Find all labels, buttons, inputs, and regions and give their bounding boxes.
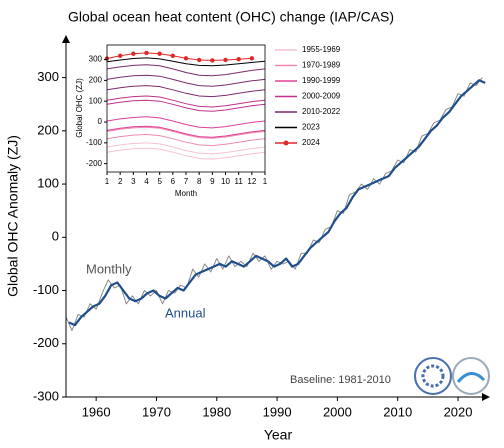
legend-label: 1970-1989 bbox=[302, 61, 341, 70]
inset-y-tick-label: 300 bbox=[89, 55, 103, 64]
legend-label: 1955-1969 bbox=[302, 45, 341, 54]
x-axis-label: Year bbox=[264, 427, 293, 443]
inset-x-tick-label: 7 bbox=[184, 177, 189, 186]
legend-label: 2010-2022 bbox=[302, 107, 341, 116]
x-tick-label: 2010 bbox=[383, 404, 412, 419]
inset-x-tick-label: 1 bbox=[263, 177, 268, 186]
y-tick-label: 300 bbox=[37, 69, 59, 84]
x-tick-label: 2000 bbox=[323, 404, 352, 419]
legend-marker bbox=[283, 140, 289, 146]
inset-x-tick-label: 3 bbox=[131, 177, 136, 186]
inset-line bbox=[106, 116, 266, 129]
inset-y-tick-label: -200 bbox=[86, 159, 103, 168]
y-axis-label: Global OHC Anomaly (ZJ) bbox=[5, 135, 21, 297]
inset-line bbox=[106, 133, 266, 147]
y-tick-label: 200 bbox=[37, 122, 59, 137]
inset-marker bbox=[183, 56, 189, 61]
inset-y-tick-label: 200 bbox=[89, 76, 103, 85]
inset-line bbox=[106, 99, 266, 112]
y-tick-label: -200 bbox=[33, 335, 59, 350]
inset-marker bbox=[170, 53, 176, 59]
inset-marker bbox=[144, 50, 149, 56]
inset-x-tick-label: 6 bbox=[171, 177, 176, 186]
annotation: Annual bbox=[165, 305, 206, 320]
inset-x-tick-label: 2 bbox=[118, 177, 123, 186]
inset-line bbox=[106, 142, 266, 155]
annotation: Monthly bbox=[86, 261, 132, 276]
inset-y-tick-label: -100 bbox=[86, 138, 103, 147]
legend-label: 2000-2009 bbox=[302, 92, 341, 101]
inset-x-label: Month bbox=[175, 189, 197, 198]
x-tick-label: 1970 bbox=[142, 404, 171, 419]
inset-line bbox=[106, 74, 266, 87]
data-line bbox=[68, 79, 486, 327]
inset-x-tick-label: 5 bbox=[157, 177, 162, 186]
inset-marker bbox=[196, 57, 202, 63]
inset-line bbox=[106, 95, 266, 108]
inset-line bbox=[106, 64, 266, 77]
inset-marker bbox=[131, 51, 136, 56]
inset-marker bbox=[236, 56, 241, 62]
inset-x-tick-label: 12 bbox=[247, 177, 256, 186]
inset-x-tick-label: 4 bbox=[144, 177, 149, 186]
y-tick-label: -100 bbox=[33, 282, 59, 297]
inset-y-label: Global OHC (ZJ) bbox=[75, 78, 84, 138]
inset-marker bbox=[223, 57, 228, 63]
inset-marker bbox=[117, 53, 123, 59]
inset-y-tick-label: 100 bbox=[89, 96, 103, 105]
inset-x-tick-label: 1 bbox=[105, 177, 110, 186]
y-tick-label: -300 bbox=[33, 388, 59, 403]
inset-x-tick-label: 11 bbox=[235, 177, 244, 186]
inset-x-tick-label: 9 bbox=[210, 177, 215, 186]
x-tick-label: 2020 bbox=[444, 404, 473, 419]
inset-line bbox=[106, 125, 266, 138]
annotation: Baseline: 1981-2010 bbox=[290, 374, 391, 386]
axis-arrow bbox=[482, 393, 490, 401]
inset-x-tick-label: 10 bbox=[221, 177, 230, 186]
inset-marker bbox=[249, 56, 255, 61]
inset-line bbox=[106, 126, 266, 139]
legend-label: 2023 bbox=[302, 123, 320, 132]
inset-line bbox=[106, 147, 266, 160]
chart-title: Global ocean heat content (OHC) change (… bbox=[68, 9, 394, 25]
inset-marker bbox=[157, 51, 162, 56]
legend-label: 1990-1999 bbox=[302, 76, 341, 85]
y-tick-label: 0 bbox=[52, 229, 59, 244]
inset-x-tick-label: 8 bbox=[197, 177, 202, 186]
x-tick-label: 1980 bbox=[202, 404, 231, 419]
inset-line bbox=[106, 85, 266, 98]
x-tick-label: 1960 bbox=[82, 404, 111, 419]
x-tick-label: 1990 bbox=[263, 404, 292, 419]
inset-marker bbox=[210, 58, 215, 63]
logos bbox=[414, 357, 490, 395]
legend-label: 2024 bbox=[302, 138, 320, 147]
inset-line bbox=[106, 57, 266, 67]
inset-y-tick-label: 0 bbox=[98, 117, 103, 126]
axis-arrow bbox=[62, 35, 70, 43]
inset-line bbox=[106, 52, 252, 61]
y-tick-label: 100 bbox=[37, 175, 59, 190]
